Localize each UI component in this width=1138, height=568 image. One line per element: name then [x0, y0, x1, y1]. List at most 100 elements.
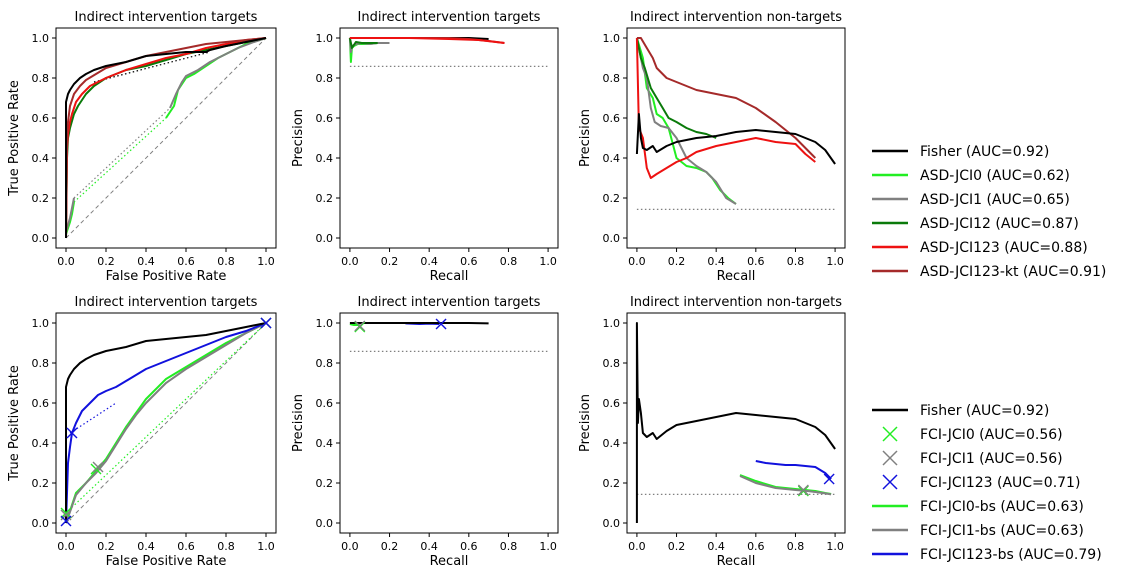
marker-fci-jci1	[92, 461, 104, 473]
series-line-fisher	[65, 37, 267, 238]
x-axis-label: False Positive Rate	[106, 554, 227, 568]
y-axis-label: Precision	[291, 394, 306, 452]
x-tick-label: 0.4	[137, 540, 155, 553]
y-tick-label: 0.4	[603, 152, 621, 165]
legend-label: ASD-JCI0 (AUC=0.62)	[920, 168, 1070, 184]
x-tick-label: 0.0	[57, 255, 75, 268]
y-tick-label: 0.4	[316, 152, 334, 165]
legend-entry: FCI-JCI1-bs (AUC=0.63)	[872, 523, 1084, 539]
y-tick-label: 1.0	[316, 317, 334, 330]
x-tick-label: 0.6	[177, 255, 195, 268]
x-tick-label: 1.0	[539, 255, 557, 268]
y-tick-label: 0.0	[603, 232, 621, 245]
series-line-asd-jci1	[65, 197, 75, 233]
chart-title: Indirect intervention targets	[358, 295, 541, 310]
y-tick-label: 0.2	[316, 477, 334, 490]
x-tick-label: 0.6	[460, 540, 478, 553]
x-tick-label: 0.2	[668, 255, 686, 268]
y-tick-label: 1.0	[603, 32, 621, 45]
series-line-fci-jci0-bs	[65, 322, 267, 514]
legends: Fisher (AUC=0.92) ASD-JCI0 (AUC=0.62) ASD-…	[872, 144, 1106, 563]
x-tick-label: 0.6	[460, 255, 478, 268]
legend-label: ASD-JCI123-kt (AUC=0.91)	[920, 264, 1106, 280]
series-line-fci-jci1-bs	[739, 475, 832, 496]
y-tick-label: 0.2	[603, 477, 621, 490]
chart-panel-6: Indirect intervention non-targets 0.0 0.2 0…	[578, 295, 846, 568]
axes-frame	[55, 27, 277, 249]
y-tick-label: 0.6	[316, 397, 334, 410]
y-axis-label: True Positive Rate	[7, 365, 22, 482]
x-tick-label: 0.2	[381, 540, 399, 553]
x-tick-label: 0.4	[420, 255, 438, 268]
y-axis-label: Precision	[578, 394, 593, 452]
series-line-asd-jci0	[635, 37, 737, 205]
series-line-fci-jci123-bs	[65, 322, 267, 524]
series-group	[635, 322, 836, 523]
y-tick-label: 0.8	[32, 72, 50, 85]
chart-title: Indirect intervention targets	[75, 295, 258, 310]
series-line-asd-jci12	[635, 37, 717, 139]
y-tick-label: 0.2	[316, 192, 334, 205]
y-tick-label: 0.0	[32, 232, 50, 245]
marker-fci-jci0	[354, 321, 366, 333]
x-tick-label: 0.8	[217, 255, 235, 268]
x-tick-label: 0.4	[707, 255, 725, 268]
y-tick-label: 0.6	[32, 112, 50, 125]
x-tick-label: 0.6	[747, 255, 765, 268]
legend-entry: ASD-JCI123 (AUC=0.88)	[872, 240, 1088, 256]
series-group	[65, 37, 267, 239]
chart-panel-3: Indirect intervention non-targets 0.0 0.2 0…	[578, 10, 846, 284]
axes-frame	[55, 312, 277, 534]
legend-label: FCI-JCI123 (AUC=0.71)	[920, 475, 1080, 491]
y-tick-label: 0.0	[603, 517, 621, 530]
axes-frame	[339, 312, 559, 534]
x-tick-label: 0.2	[97, 255, 115, 268]
series-group	[349, 322, 549, 352]
y-tick-label: 0.2	[32, 192, 50, 205]
x-tick-label: 0.2	[381, 255, 399, 268]
y-axis-label: Precision	[578, 109, 593, 167]
x-tick-label: 0.0	[628, 255, 646, 268]
series-line-fisher	[65, 322, 267, 523]
y-tick-label: 0.2	[32, 477, 50, 490]
series-line-asd-jci12	[348, 37, 378, 49]
marker-fci-jci0	[60, 507, 72, 519]
x-tick-label: 0.2	[97, 540, 115, 553]
x-tick-label: 0.2	[668, 540, 686, 553]
series-line-asd-jci123-kt	[636, 37, 817, 159]
x-tick-label: 0.4	[707, 540, 725, 553]
series-line-asd-jci123	[635, 37, 816, 179]
x-axis-label: Recall	[717, 554, 756, 568]
legend-label: FCI-JCI123-bs (AUC=0.79)	[920, 547, 1102, 563]
x-tick-label: 0.8	[787, 255, 805, 268]
marker-fci-jci123	[60, 515, 72, 527]
x-axis-label: Recall	[430, 554, 469, 568]
y-tick-label: 1.0	[32, 32, 50, 45]
chart-title: Indirect intervention non-targets	[630, 295, 842, 310]
plots: Indirect intervention targets 0.0 0.2 0.4 0.…	[7, 10, 846, 568]
series-line-fisher	[635, 322, 836, 523]
x-tick-label: 1.0	[257, 540, 275, 553]
x-axis-label: Recall	[430, 269, 469, 284]
y-tick-label: 0.8	[32, 357, 50, 370]
marker-fci-jci1	[354, 320, 366, 332]
y-tick-label: 0.8	[603, 357, 621, 370]
x-tick-label: 0.4	[137, 255, 155, 268]
legend-marker	[882, 450, 898, 466]
series-line-fci-jci1-bs	[65, 322, 267, 524]
y-tick-label: 0.0	[32, 517, 50, 530]
legend-label: Fisher (AUC=0.92)	[920, 403, 1049, 419]
chart-panel-4: Indirect intervention targets 0.0 0.2 0.4 0.…	[7, 295, 277, 568]
x-tick-label: 0.8	[217, 540, 235, 553]
legend-entry: ASD-JCI1 (AUC=0.65)	[872, 192, 1070, 208]
marker-fci-jci123	[66, 427, 78, 439]
legend-label: ASD-JCI1 (AUC=0.65)	[920, 192, 1070, 208]
series-line-asd-jci1	[348, 37, 390, 53]
legend-label: ASD-JCI12 (AUC=0.87)	[920, 216, 1079, 232]
x-tick-label: 0.8	[787, 540, 805, 553]
series-line-asd-jci1	[635, 37, 737, 205]
x-axis-label: False Positive Rate	[106, 269, 227, 284]
axes-frame	[626, 312, 846, 534]
marker-fci-jci123	[823, 473, 835, 485]
legend-label: FCI-JCI0-bs (AUC=0.63)	[920, 499, 1084, 515]
